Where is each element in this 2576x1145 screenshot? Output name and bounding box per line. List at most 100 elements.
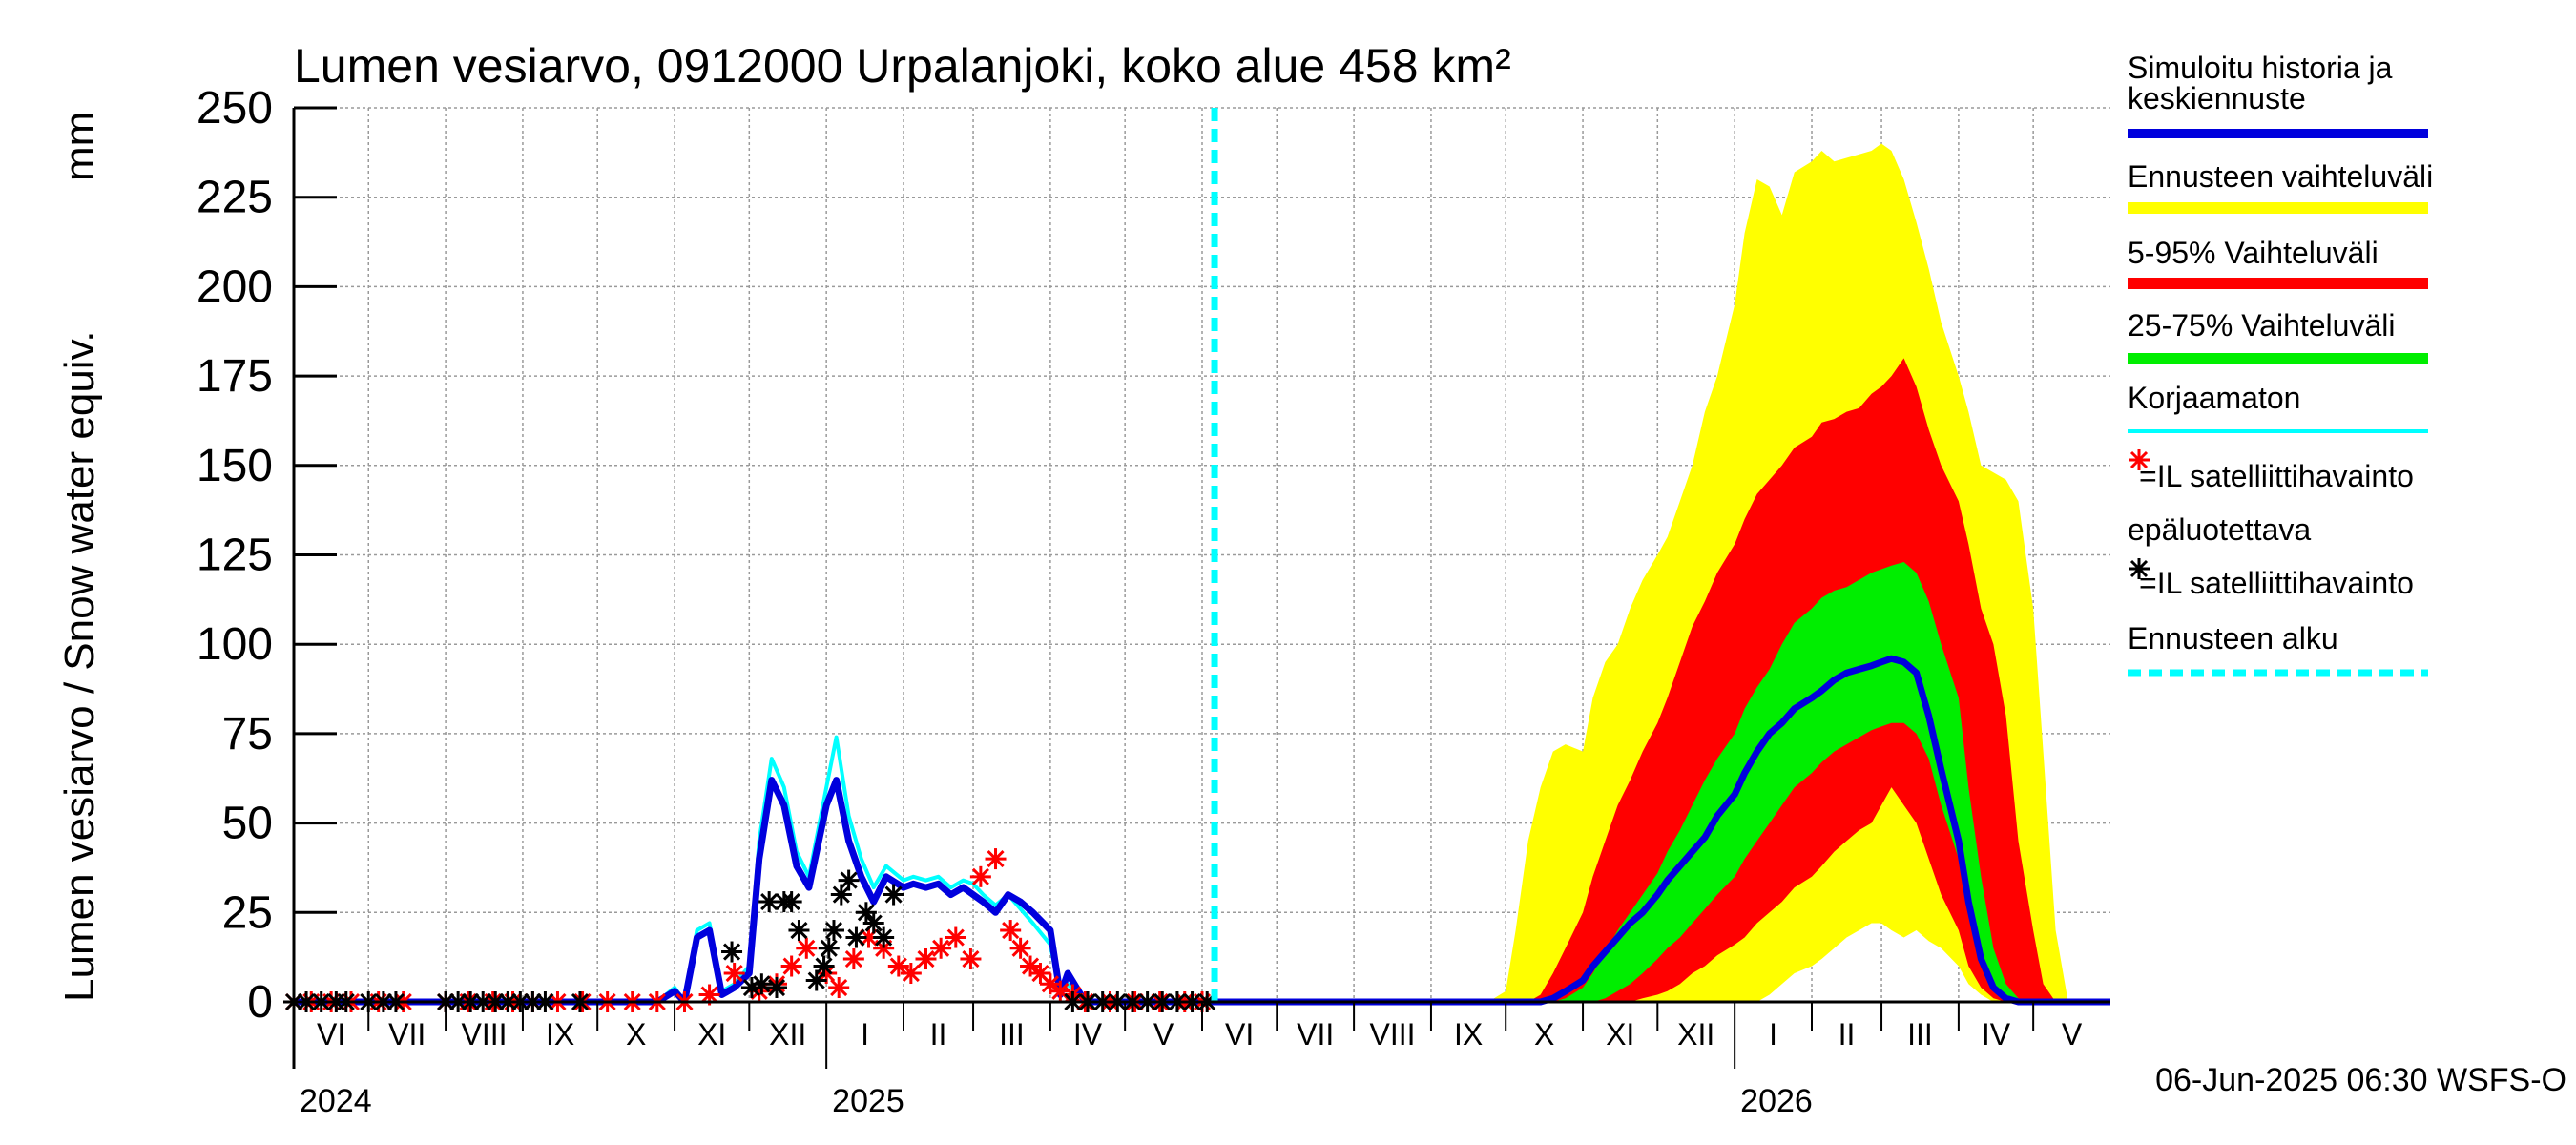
marker-stroke [753, 975, 771, 993]
marker-il-satelliittihavainto [788, 920, 810, 942]
marker-il-satelliittihavainto-ep-luotettava [842, 948, 864, 970]
marker-stroke [864, 914, 883, 932]
y-axis-label: Lumen vesiarvo / Snow water equiv. [56, 330, 103, 1002]
legend-label: epäluotettava [2128, 512, 2311, 547]
month-label: XII [1677, 1017, 1714, 1051]
marker-il-satelliittihavainto [721, 941, 743, 963]
marker-il-satelliittihavainto [838, 869, 860, 891]
month-label: IV [1982, 1017, 2011, 1051]
marker-il-satelliittihavainto [845, 926, 867, 948]
marker-stroke [1011, 939, 1029, 957]
y-tick-label: 100 [197, 619, 273, 670]
marker-stroke [1021, 957, 1040, 975]
marker-stroke [782, 957, 800, 975]
y-tick-label: 175 [197, 351, 273, 402]
month-label: VII [388, 1017, 426, 1051]
marker-stroke [987, 850, 1005, 868]
marker-stroke [884, 885, 903, 904]
month-label: VIII [1370, 1017, 1416, 1051]
marker-stroke [1002, 921, 1020, 940]
marker-il-satelliittihavainto-ep-luotettava [698, 984, 720, 1006]
legend-label: Korjaamaton [2128, 381, 2300, 415]
month-label: III [1907, 1017, 1933, 1051]
marker-stroke [760, 892, 779, 911]
month-label: XII [769, 1017, 806, 1051]
marker-stroke [1031, 964, 1049, 983]
marker-stroke [818, 964, 836, 983]
month-label: II [1839, 1017, 1856, 1051]
marker-stroke [844, 949, 862, 968]
marker-il-satelliittihavainto [883, 884, 904, 906]
month-label: IV [1073, 1017, 1103, 1051]
marker-il-satelliittihavainto [751, 973, 773, 995]
marker-il-satelliittihavainto-ep-luotettava [969, 865, 991, 887]
month-label: X [626, 1017, 646, 1051]
marker-stroke [725, 964, 743, 983]
footer-timestamp: 06-Jun-2025 06:30 WSFS-O [2155, 1062, 2566, 1098]
marker-stroke [889, 957, 907, 975]
chart-title: Lumen vesiarvo, 0912000 Urpalanjoki, kok… [294, 39, 1511, 93]
y-tick-label: 200 [197, 261, 273, 312]
month-label: IX [546, 1017, 574, 1051]
marker-stroke [1041, 975, 1059, 993]
month-label: XI [697, 1017, 726, 1051]
y-tick-label: 25 [222, 887, 273, 938]
marker-stroke [946, 928, 965, 947]
legend-marker [2129, 558, 2150, 579]
marker-il-satelliittihavainto [855, 902, 877, 924]
marker-il-satelliittihavainto-ep-luotettava [1020, 955, 1042, 977]
marker-stroke [840, 871, 858, 889]
legend-label: =IL satelliittihavainto [2139, 566, 2414, 600]
legend-label: Ennusteen alku [2128, 621, 2338, 656]
legend-label: 25-75% Vaihteluväli [2128, 308, 2395, 343]
marker-il-satelliittihavainto-ep-luotettava [945, 926, 966, 948]
marker-il-satelliittihavainto-ep-luotettava [985, 848, 1007, 870]
legend-marker [2129, 449, 2150, 470]
marker-il-satelliittihavainto [873, 926, 895, 948]
marker-stroke [820, 939, 838, 957]
marker-stroke [700, 986, 718, 1004]
marker-il-satelliittihavainto [822, 920, 844, 942]
marker-il-satelliittihavainto-ep-luotettava [960, 948, 982, 970]
marker-il-satelliittihavainto [765, 977, 787, 999]
marker-stroke [875, 928, 893, 947]
marker-il-satelliittihavainto [818, 937, 840, 959]
marker-il-satelliittihavainto-ep-luotettava [930, 937, 952, 959]
marker-stroke [790, 921, 808, 940]
marker-il-satelliittihavainto-ep-luotettava [1000, 920, 1022, 942]
marker-stroke [815, 957, 833, 975]
month-label: XI [1606, 1017, 1634, 1051]
marker-stroke [932, 939, 950, 957]
legend-label: Ennusteen vaihteluväli [2128, 159, 2433, 194]
marker-stroke [857, 904, 875, 922]
y-tick-label: 125 [197, 531, 273, 581]
marker-il-satelliittihavainto-ep-luotettava [1039, 973, 1061, 995]
marker-il-satelliittihavainto-ep-luotettava [723, 963, 745, 985]
marker-stroke [767, 978, 786, 997]
marker-stroke [962, 949, 980, 968]
legend-label: Simuloitu historia ja [2128, 51, 2393, 85]
marker-il-satelliittihavainto-ep-luotettava [915, 948, 937, 970]
marker-stroke [782, 892, 800, 911]
month-label: III [999, 1017, 1025, 1051]
marker-stroke [807, 971, 825, 989]
marker-il-satelliittihavainto-ep-luotettava [900, 963, 922, 985]
marker-stroke [2129, 450, 2149, 469]
marker-stroke [2129, 559, 2149, 578]
y-axis-unit: mm [56, 112, 103, 181]
month-label: VI [1225, 1017, 1254, 1051]
month-label: V [2062, 1017, 2083, 1051]
y-tick-label: 150 [197, 441, 273, 491]
marker-il-satelliittihavainto-ep-luotettava [828, 977, 850, 999]
marker-stroke [902, 964, 920, 983]
legend-label: =IL satelliittihavainto [2139, 459, 2414, 493]
month-label: VIII [462, 1017, 508, 1051]
marker-il-satelliittihavainto [780, 891, 802, 913]
marker-stroke [742, 978, 760, 997]
month-label: II [930, 1017, 947, 1051]
marker-stroke [847, 928, 865, 947]
legend-label: keskiennuste [2128, 81, 2306, 115]
